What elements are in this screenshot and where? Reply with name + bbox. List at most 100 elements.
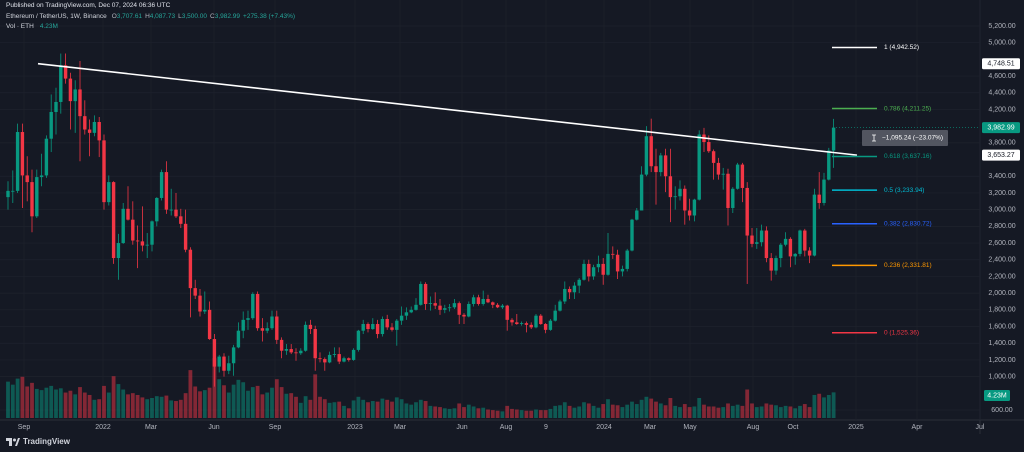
candle-body [582, 263, 586, 280]
volume-bar [625, 404, 630, 418]
candle-body [15, 132, 20, 191]
x-tick-label: 9 [544, 424, 548, 431]
candle-body [54, 101, 58, 112]
candle-body [289, 349, 293, 353]
measure-text: −1,095.24 (−23.07%) [882, 135, 943, 142]
volume-bar [202, 390, 207, 418]
candle-body [241, 319, 245, 331]
x-tick-label: 2023 [347, 424, 363, 431]
volume-bar [97, 399, 102, 418]
volume-bar [452, 408, 457, 418]
volume-bar [294, 396, 298, 418]
candle-body [236, 330, 241, 348]
volume-bar [25, 386, 30, 418]
candle-body [524, 323, 529, 325]
candle-body [390, 327, 394, 330]
volume-bar [774, 405, 778, 418]
volume-bar [788, 406, 793, 418]
volume-bar [831, 392, 836, 418]
candle-body [63, 65, 68, 79]
candle-body [558, 301, 562, 311]
volume-bar [582, 402, 586, 418]
x-tick-label: Jun [208, 424, 219, 431]
x-tick-label: Jun [456, 424, 467, 431]
symbol: Ethereum / TetherUS, 1W, Binance [6, 13, 107, 20]
volume-bar [87, 394, 92, 418]
candle-body [428, 303, 433, 304]
volume-bar [361, 399, 366, 418]
volume-bar [783, 405, 788, 418]
volume-bar [591, 405, 596, 418]
candle-body [471, 297, 476, 304]
volume-bar [692, 406, 697, 418]
volume-bar [58, 388, 63, 418]
volume-bar [678, 407, 682, 418]
ohlc-key: H [145, 13, 150, 20]
candle-body [774, 258, 778, 271]
candle-body [299, 350, 303, 354]
candle-body [231, 347, 236, 364]
candle-body [164, 172, 169, 210]
x-tick-label: Jul [976, 424, 985, 431]
candle-body [35, 177, 39, 217]
volume-bar [534, 409, 538, 418]
ohlc-value: 4,087.73 [149, 13, 176, 20]
last-price-label: 3,982.99 [987, 124, 1014, 131]
volume-bar [793, 408, 798, 418]
volume-bar [217, 379, 222, 418]
volume-bar [15, 378, 20, 418]
volume-bar [634, 404, 639, 418]
volume-badge-bg [984, 390, 1010, 401]
candle-body [174, 209, 178, 217]
volume-bar [159, 396, 164, 418]
x-tick-label: Aug [747, 424, 760, 431]
candle-body [548, 320, 553, 330]
ohlc-key: L [178, 13, 182, 20]
volume-bar [318, 396, 322, 418]
candle-body [183, 223, 188, 250]
candle-body [395, 320, 399, 330]
candle-body [764, 230, 769, 259]
candle-body [668, 176, 673, 198]
candle-body [543, 324, 548, 330]
volume-bar [399, 399, 404, 418]
candle-body [635, 210, 639, 220]
volume-bar [6, 381, 10, 418]
candle-body [539, 315, 543, 325]
ohlc-key: C [210, 13, 215, 20]
volume-bar [812, 394, 817, 418]
volume-bar [490, 410, 495, 418]
trendline-start-label-bg [982, 58, 1020, 70]
volume-bar [438, 407, 442, 418]
volume-bar [332, 402, 337, 418]
candle-body [673, 196, 677, 198]
volume-bar [274, 379, 279, 418]
volume-bar [500, 411, 505, 418]
volume-bar [433, 406, 438, 418]
candle-body [649, 136, 653, 167]
candle-body [529, 324, 533, 328]
volume-bar [34, 388, 39, 418]
candle-body [313, 329, 317, 359]
candle-body [347, 358, 351, 360]
candle-body [366, 324, 370, 330]
candle-body [572, 285, 577, 293]
candle-body [375, 324, 380, 335]
y-tick-label: 1,600.00 [988, 323, 1015, 330]
candle-body [769, 258, 773, 271]
y-tick-label: 1,000.00 [988, 373, 1015, 380]
volume-title: Vol · ETH [6, 23, 34, 30]
volume-bar [471, 406, 476, 418]
volume-bar [183, 393, 188, 418]
x-tick-label: Mar [394, 424, 407, 431]
y-tick-label: 600.00 [991, 407, 1013, 414]
volume-bar [265, 392, 270, 418]
volume-bar [356, 396, 361, 418]
candle-body [481, 298, 485, 304]
candle-body [491, 302, 495, 305]
candle-body [327, 354, 332, 363]
candle-body [284, 349, 289, 351]
volume-bar [798, 405, 802, 418]
candle-body [783, 238, 788, 245]
candle-body [495, 304, 500, 308]
